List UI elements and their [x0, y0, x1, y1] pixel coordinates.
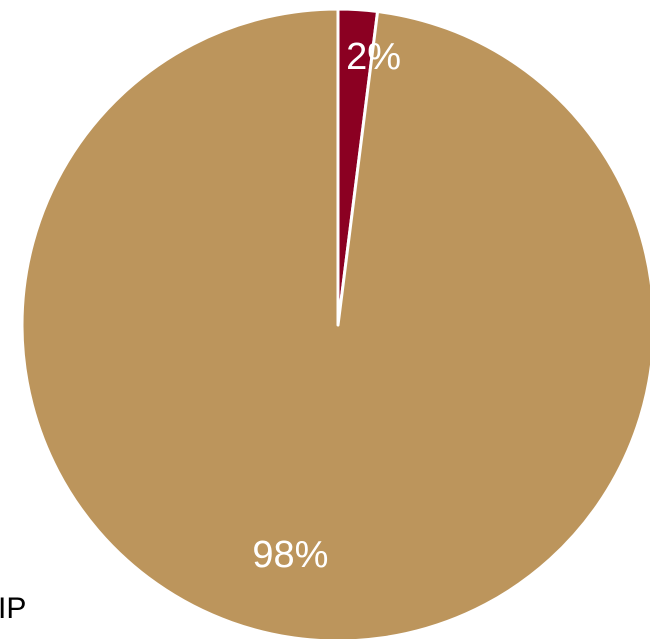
pie-slice-1	[20, 7, 650, 639]
pie-data-label-1: 98%	[252, 534, 328, 576]
pie-data-label-0: 2%	[346, 36, 401, 78]
pie-data-labels: 2% 98%	[252, 36, 401, 576]
pie-slices	[20, 7, 650, 639]
legend-entry-ip: IP	[0, 592, 26, 625]
